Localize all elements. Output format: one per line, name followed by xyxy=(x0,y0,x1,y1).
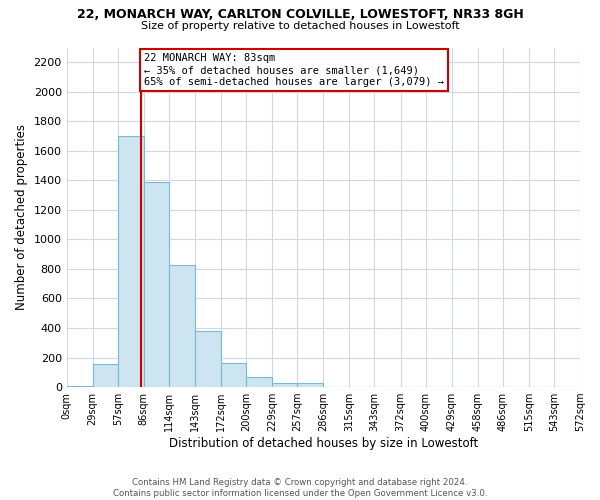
Text: Contains HM Land Registry data © Crown copyright and database right 2024.
Contai: Contains HM Land Registry data © Crown c… xyxy=(113,478,487,498)
Y-axis label: Number of detached properties: Number of detached properties xyxy=(15,124,28,310)
Text: 22, MONARCH WAY, CARLTON COLVILLE, LOWESTOFT, NR33 8GH: 22, MONARCH WAY, CARLTON COLVILLE, LOWES… xyxy=(77,8,523,20)
Bar xyxy=(169,264,195,387)
Bar xyxy=(118,136,144,387)
Bar xyxy=(195,331,221,387)
Text: Size of property relative to detached houses in Lowestoft: Size of property relative to detached ho… xyxy=(140,21,460,31)
Bar xyxy=(298,384,323,387)
Bar xyxy=(92,364,118,387)
Bar xyxy=(272,382,298,387)
Bar xyxy=(246,378,272,387)
Text: 22 MONARCH WAY: 83sqm
← 35% of detached houses are smaller (1,649)
65% of semi-d: 22 MONARCH WAY: 83sqm ← 35% of detached … xyxy=(144,54,444,86)
Bar xyxy=(144,182,169,387)
Bar xyxy=(221,364,246,387)
X-axis label: Distribution of detached houses by size in Lowestoft: Distribution of detached houses by size … xyxy=(169,437,478,450)
Bar xyxy=(67,386,92,387)
